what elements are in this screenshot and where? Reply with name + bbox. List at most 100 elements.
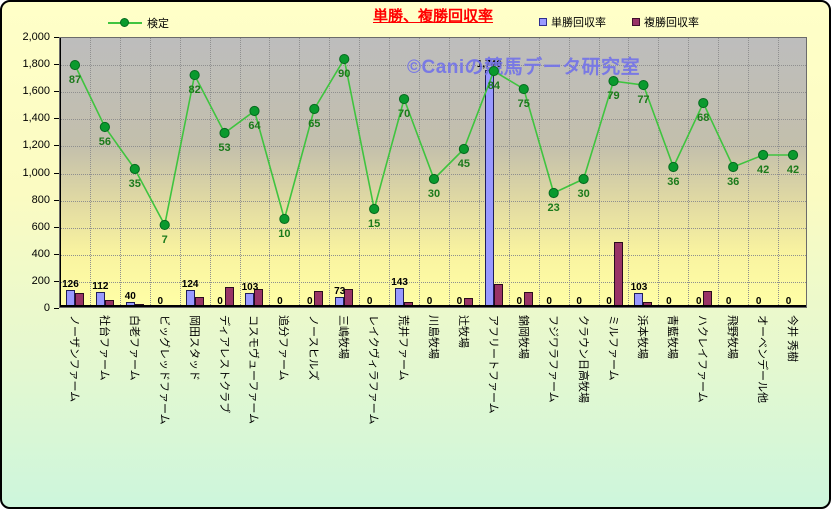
x-axis-label: アフリートファーム — [486, 315, 499, 414]
gridline-vertical — [688, 38, 690, 307]
y-axis-tick — [54, 145, 59, 147]
x-axis-label: ミルファーム — [606, 315, 619, 381]
x-axis-label: オーベンデール他 — [756, 315, 769, 403]
kentei-value-label: 79 — [607, 90, 619, 102]
legend-kentei: 検定 — [108, 15, 169, 31]
y-axis-tick-label: 1,400 — [22, 112, 50, 125]
gridline-vertical — [538, 38, 540, 307]
gridline-vertical — [299, 38, 301, 307]
kentei-marker — [787, 149, 799, 161]
x-axis-label: レイクヴィラファーム — [367, 315, 380, 425]
bar-fukusho — [314, 291, 324, 307]
kentei-marker — [189, 69, 200, 81]
gridline-horizontal — [60, 119, 806, 121]
x-axis-label: ハクレイファーム — [696, 315, 709, 403]
kentei-value-label: 84 — [488, 80, 501, 92]
gridline-horizontal — [60, 65, 806, 67]
bar-value-label: 143 — [391, 276, 408, 288]
gridline-horizontal — [60, 200, 806, 202]
kentei-marker — [69, 59, 81, 71]
y-axis-tick — [54, 172, 59, 174]
x-axis-label: 荒井ファーム — [397, 315, 410, 381]
y-axis-tick-label: 0 — [43, 302, 50, 314]
bar-value-label: 0 — [456, 296, 463, 307]
x-axis-label: 川島牧場 — [427, 315, 439, 359]
kentei-value-label: 68 — [697, 112, 709, 124]
bar-value-label: 0 — [725, 296, 732, 307]
kentei-value-label: 23 — [548, 202, 560, 214]
y-axis-tick — [54, 280, 59, 282]
y-axis-tick-label: 800 — [31, 193, 50, 206]
kentei-value-label: 45 — [458, 158, 470, 170]
kentei-value-label: 82 — [189, 84, 201, 96]
kentei-marker — [758, 149, 769, 161]
kentei-marker — [159, 219, 170, 231]
kentei-marker — [608, 75, 619, 87]
kentei-value-label: 10 — [278, 228, 290, 240]
kentei-marker — [548, 187, 559, 199]
kentei-value-label: 36 — [667, 176, 679, 188]
legend-tansho: 単勝回収率 — [539, 14, 606, 30]
y-axis-tick-label: 1,200 — [22, 139, 50, 152]
kentei-line-layer: 87 56 35 7 82 53 64 10 65 90 15 70 30 45 84 75 23 30 79 77 3… — [69, 53, 799, 246]
bar-value-label: 0 — [666, 296, 672, 307]
kentei-marker — [458, 143, 470, 155]
x-axis-label: 三嶋牧場 — [337, 315, 350, 359]
legend-fukusho-label: 複勝回収率 — [644, 17, 699, 29]
bar-fukusho — [703, 290, 713, 307]
bar-value-label: 112 — [92, 280, 109, 292]
gridline-vertical — [419, 38, 421, 307]
x-axis-label: フジワラファーム — [546, 315, 559, 403]
kentei-value-label: 42 — [757, 164, 769, 176]
bar-value-label: 103 — [241, 282, 259, 294]
bar-value-label: 0 — [307, 296, 313, 307]
gridline-vertical — [718, 38, 720, 307]
bar-fukusho — [463, 298, 473, 307]
kentei-marker — [668, 161, 679, 173]
kentei-marker — [279, 213, 290, 225]
y-axis-tick — [54, 118, 59, 120]
bar-fukusho — [254, 288, 264, 307]
gridline-vertical — [269, 38, 271, 307]
gridline-vertical — [239, 38, 241, 307]
x-axis-label: 浜本牧場 — [636, 315, 649, 359]
y-axis-tick-label: 1,600 — [22, 85, 50, 98]
kentei-value-label: 35 — [129, 178, 141, 190]
kentei-marker — [638, 79, 649, 91]
x-axis-label: ノースヒルズ — [307, 315, 320, 381]
bar-value-label: 0 — [157, 296, 163, 307]
x-axis-labels: ノーザンファーム 社台ファーム 白老ファーム ビッグレッドファーム 岡田スタッド ディアレ… — [59, 315, 807, 485]
gridline-vertical — [748, 38, 750, 307]
y-axis-tick — [54, 226, 59, 228]
y-axis-tick-label: 200 — [31, 274, 50, 287]
gridline-vertical — [508, 38, 510, 307]
kentei-marker — [578, 173, 589, 185]
y-axis-tick-label: 1,000 — [22, 166, 50, 179]
gridline-vertical — [778, 38, 780, 307]
y-axis-tick-label: 600 — [31, 220, 50, 233]
kentei-value-label: 64 — [248, 120, 261, 132]
gridline-vertical — [329, 38, 331, 307]
x-axis-label: 社台ファーム — [97, 315, 110, 381]
bar-tansho — [245, 293, 255, 307]
kentei-value-label: 70 — [398, 108, 410, 120]
kentei-marker — [339, 53, 350, 65]
kentei-value-label: 30 — [428, 188, 440, 200]
y-axis-line — [60, 38, 61, 307]
bar-fukusho — [493, 283, 503, 307]
kentei-value-label: 53 — [218, 142, 230, 154]
gridline-vertical — [448, 38, 450, 307]
bar-fukusho — [104, 299, 114, 307]
x-axis-label: 今井 秀樹 — [786, 315, 799, 363]
bar-value-label: 0 — [217, 296, 223, 307]
x-axis-label: ディアレストクラブ — [217, 315, 230, 414]
gridline-vertical — [658, 38, 660, 307]
bar-value-label: 73 — [334, 286, 346, 298]
x-axis-label: コスモヴューファーム — [247, 315, 260, 425]
x-axis-label: 追分ファーム — [277, 315, 290, 381]
kentei-value-label: 30 — [577, 188, 589, 200]
kentei-value-label: 36 — [727, 176, 739, 188]
plot-area: 126 112 40 0 124 0 103 0 0 73 0 143 0 0 1,746 0 0 0 0 103 0 0… — [59, 37, 807, 308]
legend-kentei-label: 検定 — [147, 18, 169, 30]
x-axis-line — [60, 305, 806, 307]
